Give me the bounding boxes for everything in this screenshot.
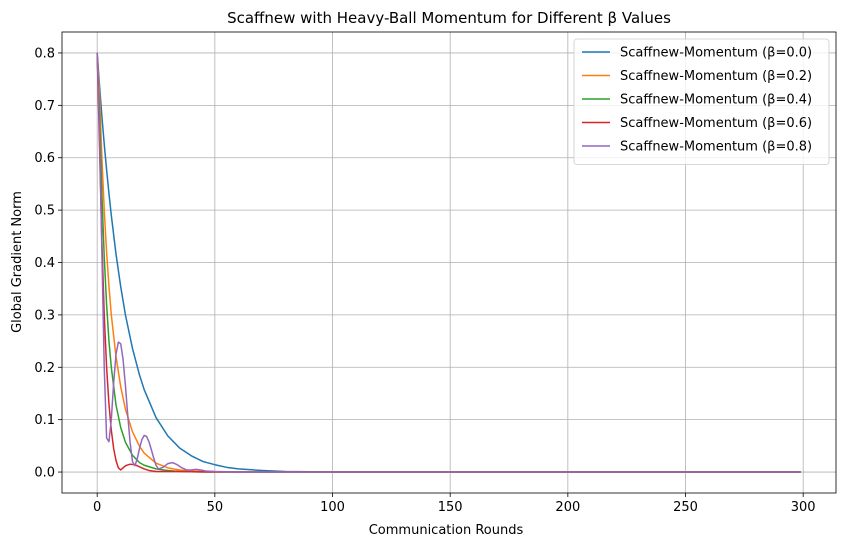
legend-label: Scaffnew-Momentum (β=0.8) — [620, 140, 812, 155]
legend: Scaffnew-Momentum (β=0.0) Scaffnew-Moment… — [573, 38, 830, 165]
legend-box — [573, 38, 830, 165]
x-tick-label: 50 — [207, 500, 224, 515]
series-line-4 — [96, 52, 801, 473]
x-tick-label: 0 — [93, 500, 101, 515]
y-tick-label: 0.3 — [34, 308, 55, 323]
legend-label: Scaffnew-Momentum (β=0.6) — [620, 116, 812, 131]
legend-label: Scaffnew-Momentum (β=0.0) — [620, 46, 812, 61]
y-tick-label: 0.2 — [34, 361, 55, 376]
y-tick-label: 0.0 — [34, 466, 55, 481]
axis-ticks: 0 50 100 150 200 250 300 0.0 0.1 0.2 0.3 0.4 0.5 0.6 0… — [34, 46, 815, 515]
x-tick-label: 100 — [320, 500, 345, 515]
chart-title: Scaffnew with Heavy-Ball Momentum for Di… — [227, 9, 671, 27]
y-tick-label: 0.5 — [34, 204, 55, 219]
y-axis-label: Global Gradient Norm — [10, 191, 25, 333]
x-tick-label: 150 — [438, 500, 463, 515]
legend-label: Scaffnew-Momentum (β=0.2) — [620, 69, 812, 84]
legend-label: Scaffnew-Momentum (β=0.4) — [620, 93, 812, 108]
x-tick-label: 300 — [791, 500, 816, 515]
x-axis-label: Communication Rounds — [369, 523, 524, 538]
y-tick-label: 0.7 — [34, 99, 55, 114]
y-tick-label: 0.6 — [34, 151, 55, 166]
x-tick-label: 200 — [555, 500, 580, 515]
y-tick-label: 0.1 — [34, 413, 55, 428]
y-tick-label: 0.4 — [34, 256, 55, 271]
series-lines — [96, 52, 801, 473]
x-tick-label: 250 — [673, 500, 698, 515]
y-tick-label: 0.8 — [34, 46, 55, 61]
